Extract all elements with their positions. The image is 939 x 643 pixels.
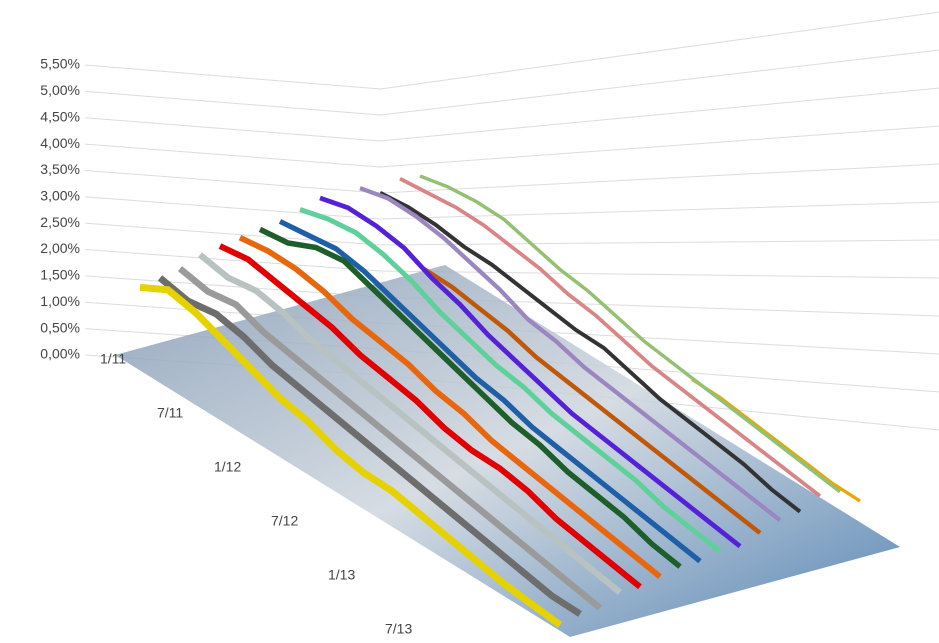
x-tick-label: 1/11 [100, 351, 126, 367]
y-tick-label: 5,00% [40, 82, 80, 98]
series-line [218, 243, 642, 590]
x-tick-label: 7/13 [385, 621, 412, 637]
y-tick-label: 1,50% [40, 267, 80, 283]
series-line [359, 186, 782, 522]
grid-line [84, 222, 939, 246]
grid-line [84, 11, 939, 90]
series-line [139, 283, 563, 628]
y-tick-label: 4,50% [40, 108, 80, 124]
series-line [258, 226, 682, 569]
series-line [399, 177, 822, 498]
y-tick-label: 2,50% [40, 214, 80, 230]
labels: 0,00% 0,50% 1,00% 1,50% 2,00% 2,50% 3,00% 3,50%… [40, 56, 412, 637]
series-line [319, 195, 742, 549]
y-tick-label: 0,00% [40, 346, 80, 362]
series-line [198, 252, 622, 595]
x-tick-label: 1/12 [214, 459, 241, 475]
plot [139, 174, 861, 628]
x-tick-label: 7/11 [157, 405, 183, 421]
series-line [419, 174, 842, 494]
y-tick-label: 5,50% [40, 56, 80, 72]
y-tick-label: 1,00% [40, 293, 80, 309]
series-line [157, 275, 582, 617]
grid-line [84, 249, 939, 279]
grid-line [84, 163, 939, 194]
y-tick-label: 0,50% [40, 319, 80, 335]
series-line [422, 267, 762, 535]
y-tick-label: 4,00% [40, 135, 80, 151]
y-tick-label: 3,00% [40, 188, 80, 204]
series-line [379, 190, 802, 514]
series-line [299, 207, 722, 554]
y-tick-label: 2,00% [40, 240, 80, 256]
grid-line [84, 125, 939, 168]
y-tick-label: 3,50% [40, 161, 80, 177]
series-line [238, 235, 662, 579]
grid-line [84, 196, 939, 220]
series-line [278, 219, 702, 564]
grid-line [84, 87, 939, 142]
grid [84, 11, 939, 431]
x-tick-label: 1/13 [328, 567, 355, 583]
grid-line [84, 49, 939, 116]
x-tick-label: 7/12 [271, 513, 298, 529]
series-line [177, 266, 603, 611]
